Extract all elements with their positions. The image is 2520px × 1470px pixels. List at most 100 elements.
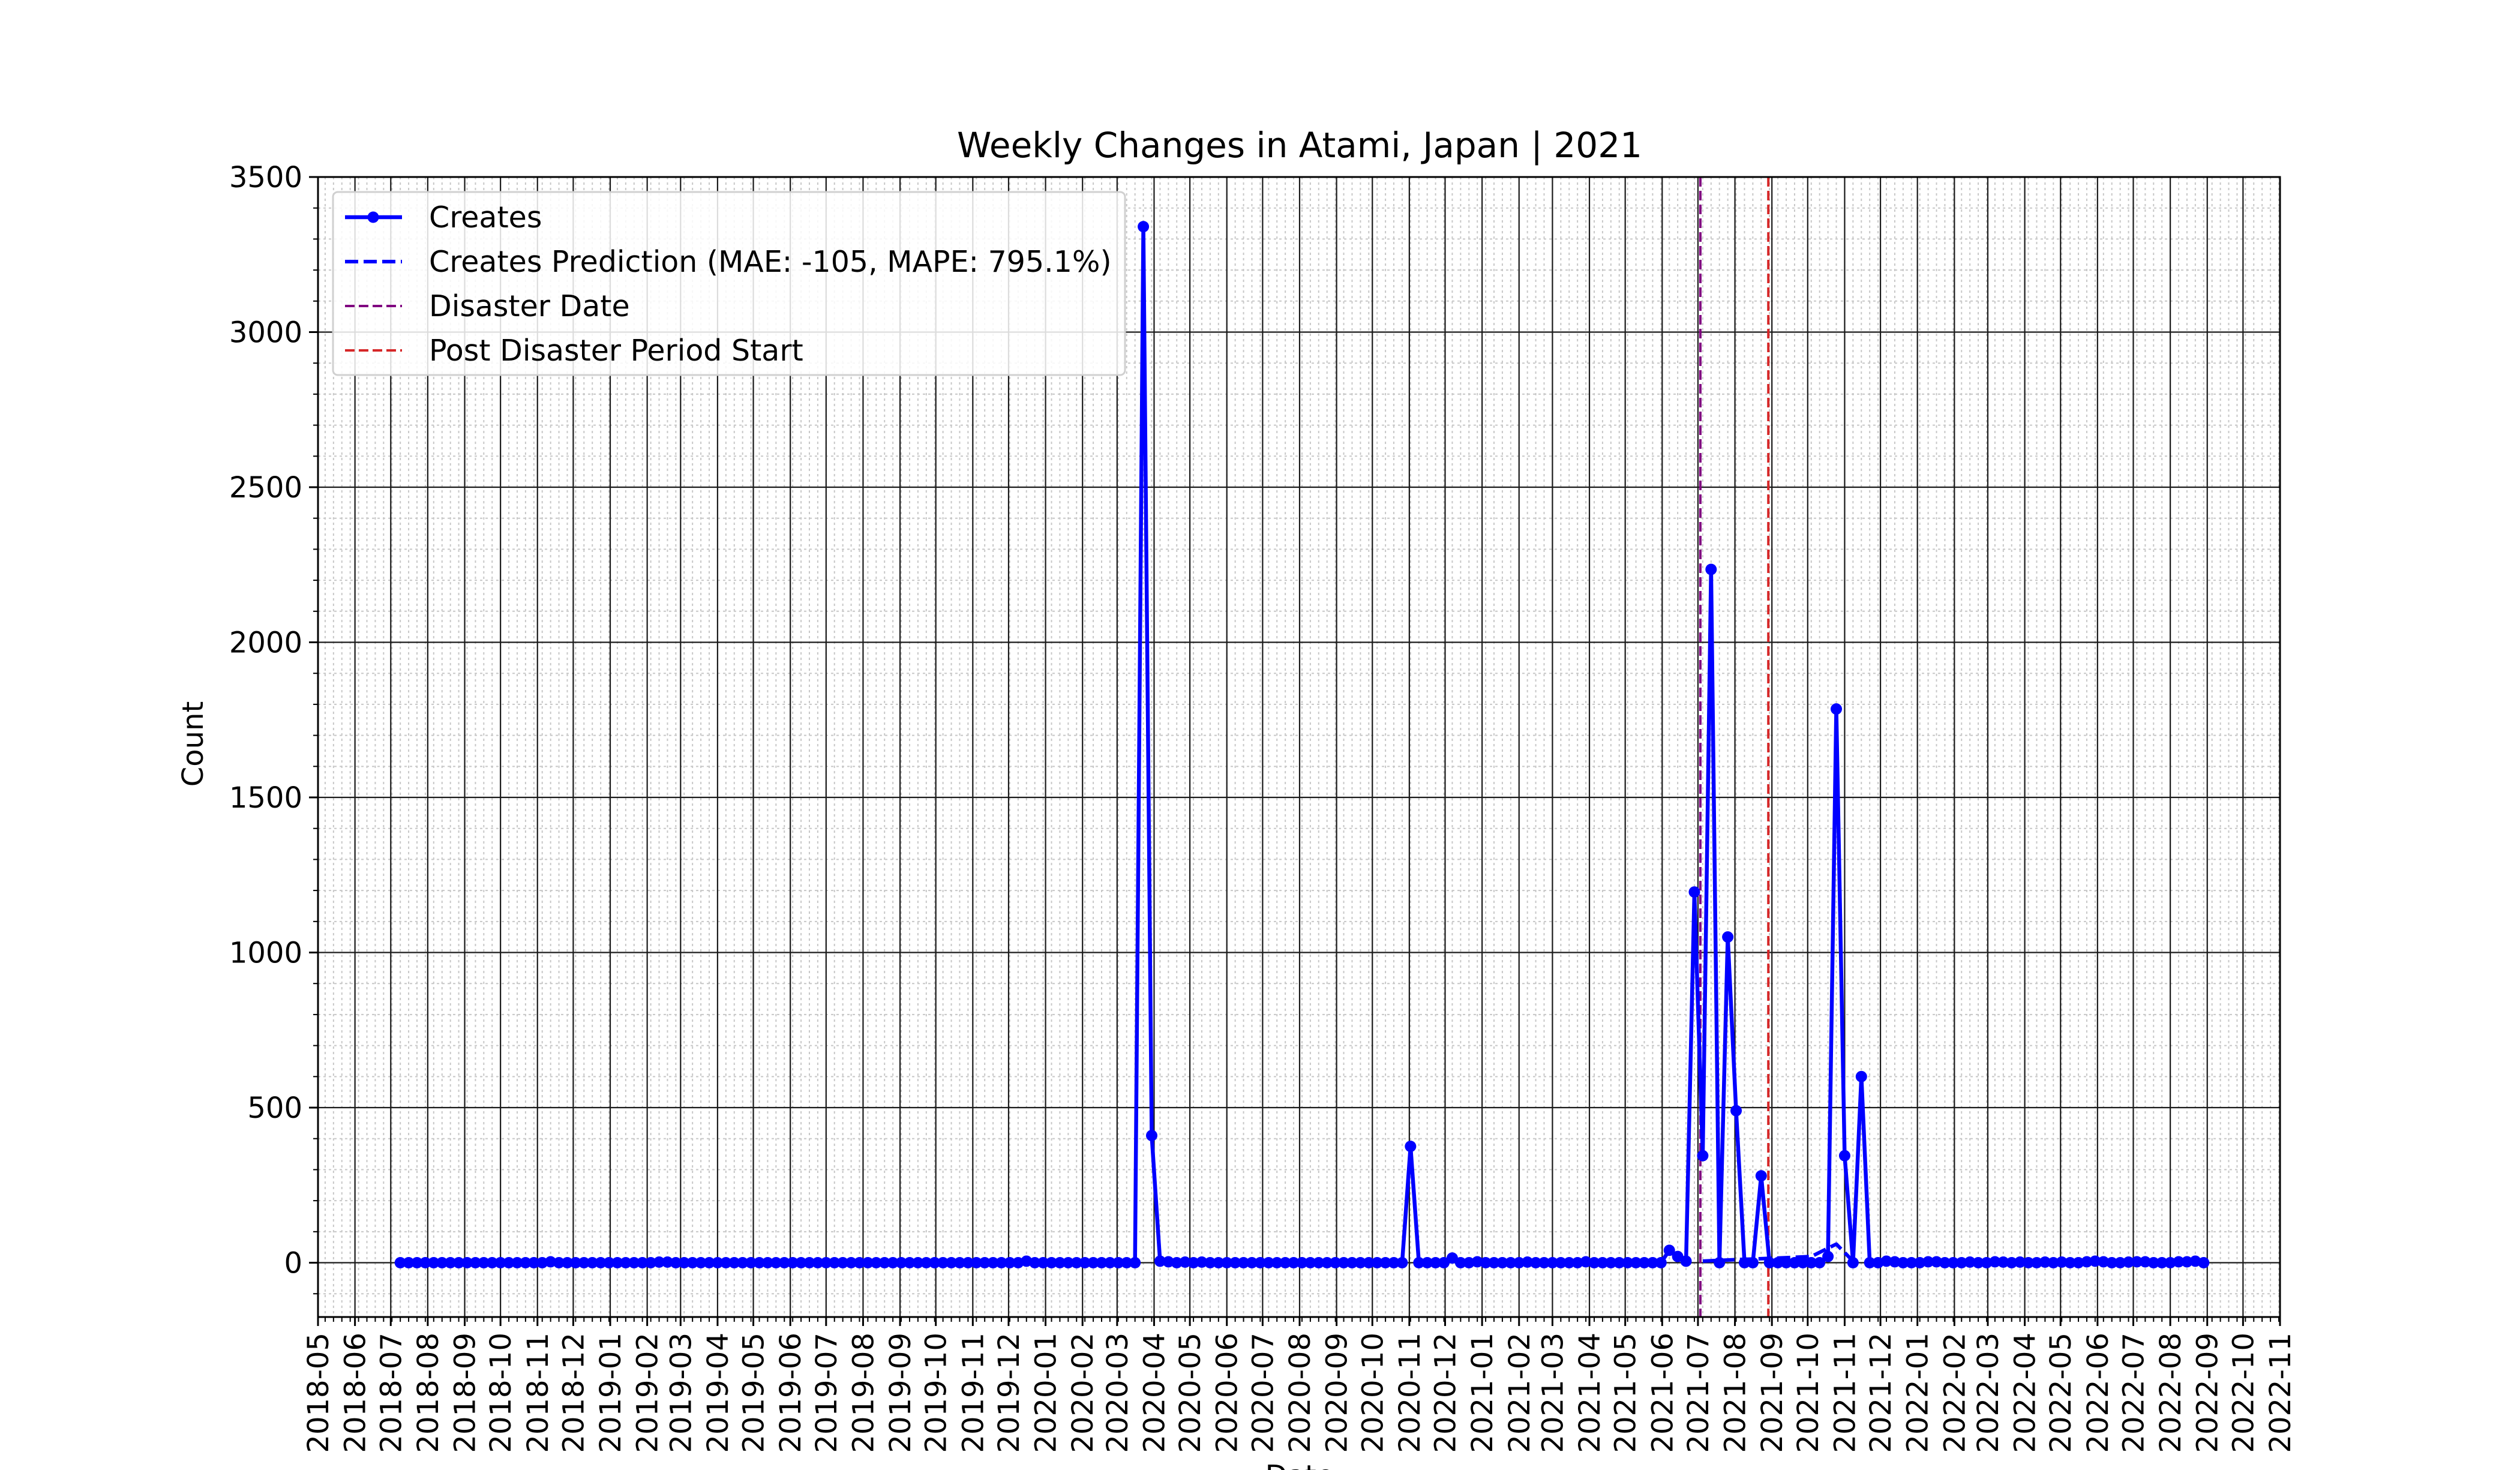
data-point xyxy=(1897,1257,1909,1269)
x-tick-label: 2020-12 xyxy=(1429,1333,1463,1453)
data-point xyxy=(853,1257,865,1269)
data-point xyxy=(620,1257,632,1269)
x-tick-label: 2020-07 xyxy=(1246,1333,1280,1453)
data-point xyxy=(528,1257,540,1269)
data-point xyxy=(820,1257,832,1269)
data-point xyxy=(428,1257,440,1269)
data-point xyxy=(1321,1257,1333,1269)
data-point xyxy=(1346,1257,1358,1269)
data-point xyxy=(962,1257,974,1269)
data-point xyxy=(1755,1170,1767,1182)
x-tick-label: 2020-10 xyxy=(1356,1333,1390,1453)
data-point xyxy=(1730,1105,1742,1117)
x-tick-label: 2021-09 xyxy=(1756,1333,1789,1453)
x-tick-label: 2021-04 xyxy=(1573,1333,1607,1453)
data-point xyxy=(1104,1257,1116,1269)
data-point xyxy=(494,1257,506,1269)
data-point xyxy=(1388,1257,1400,1269)
data-point xyxy=(2114,1257,2126,1269)
data-point xyxy=(661,1256,673,1268)
data-point xyxy=(1204,1257,1216,1269)
data-point xyxy=(2014,1256,2026,1268)
data-point xyxy=(754,1257,766,1269)
x-tick-label: 2020-04 xyxy=(1138,1333,1171,1453)
x-tick-label: 2020-01 xyxy=(1030,1333,1063,1453)
x-tick-label: 2022-04 xyxy=(2009,1333,2042,1453)
data-point xyxy=(2181,1256,2193,1268)
data-point xyxy=(1580,1256,1592,1268)
data-point xyxy=(569,1257,581,1269)
data-point xyxy=(545,1256,557,1268)
x-tick-label: 2021-11 xyxy=(1828,1333,1862,1453)
data-point xyxy=(1079,1257,1091,1269)
x-tick-label: 2019-03 xyxy=(664,1333,698,1453)
data-point xyxy=(1597,1257,1609,1269)
x-tick-label: 2021-05 xyxy=(1609,1333,1643,1453)
y-tick-label: 0 xyxy=(284,1247,302,1280)
data-point xyxy=(1889,1256,1901,1268)
data-point xyxy=(953,1257,965,1269)
x-tick-label: 2020-08 xyxy=(1283,1333,1317,1453)
data-point xyxy=(1906,1257,1918,1269)
data-point xyxy=(1488,1257,1500,1269)
data-point xyxy=(1087,1257,1099,1269)
data-point xyxy=(1864,1257,1876,1269)
data-point xyxy=(1822,1250,1834,1262)
data-point xyxy=(1997,1256,2009,1268)
data-point xyxy=(1070,1257,1082,1269)
data-point xyxy=(595,1257,607,1269)
data-point xyxy=(1989,1256,2001,1268)
data-point xyxy=(1271,1257,1283,1269)
data-point xyxy=(1096,1257,1108,1269)
data-point xyxy=(1187,1257,1199,1269)
data-point xyxy=(1663,1244,1675,1256)
data-point xyxy=(1405,1141,1417,1153)
data-point xyxy=(536,1257,548,1269)
data-point xyxy=(2106,1257,2118,1269)
x-tick-label: 2019-04 xyxy=(701,1333,735,1453)
data-point xyxy=(1313,1257,1325,1269)
y-tick-label: 1500 xyxy=(229,781,302,815)
data-point xyxy=(678,1257,690,1269)
data-point xyxy=(1213,1257,1225,1269)
x-tick-label: 2022-06 xyxy=(2081,1333,2115,1453)
data-point xyxy=(987,1257,999,1269)
data-point xyxy=(2164,1257,2176,1269)
data-point xyxy=(1505,1257,1517,1269)
data-point xyxy=(1221,1257,1233,1269)
x-axis-label: Date xyxy=(1265,1459,1334,1470)
data-point xyxy=(1646,1257,1658,1269)
data-point xyxy=(1446,1252,1458,1264)
data-point xyxy=(1931,1256,1943,1268)
data-point xyxy=(520,1257,532,1269)
x-tick-label: 2021-08 xyxy=(1719,1333,1753,1453)
data-point xyxy=(2056,1256,2068,1268)
data-point xyxy=(728,1257,740,1269)
data-point xyxy=(2072,1257,2084,1269)
data-point xyxy=(394,1257,406,1269)
data-point xyxy=(1805,1257,1817,1269)
data-point xyxy=(511,1257,523,1269)
data-point xyxy=(1789,1257,1801,1269)
data-point xyxy=(670,1257,682,1269)
x-tick-label: 2019-02 xyxy=(631,1333,665,1453)
data-point xyxy=(1655,1257,1667,1269)
data-point xyxy=(445,1257,457,1269)
data-point xyxy=(2089,1255,2101,1267)
data-point xyxy=(1354,1257,1366,1269)
data-point xyxy=(1046,1257,1058,1269)
data-point xyxy=(761,1257,773,1269)
data-point xyxy=(870,1257,882,1269)
data-point xyxy=(1622,1257,1634,1269)
data-point xyxy=(1037,1257,1049,1269)
x-tick-label: 2022-08 xyxy=(2154,1333,2188,1453)
chart-title: Weekly Changes in Atami, Japan | 2021 xyxy=(957,125,1642,166)
data-point xyxy=(1338,1257,1350,1269)
data-point xyxy=(486,1257,498,1269)
x-tick-label: 2022-10 xyxy=(2227,1333,2260,1453)
data-point xyxy=(1430,1257,1442,1269)
x-tick-label: 2019-01 xyxy=(594,1333,628,1453)
data-point xyxy=(1304,1257,1316,1269)
x-tick-label: 2022-05 xyxy=(2044,1333,2078,1453)
